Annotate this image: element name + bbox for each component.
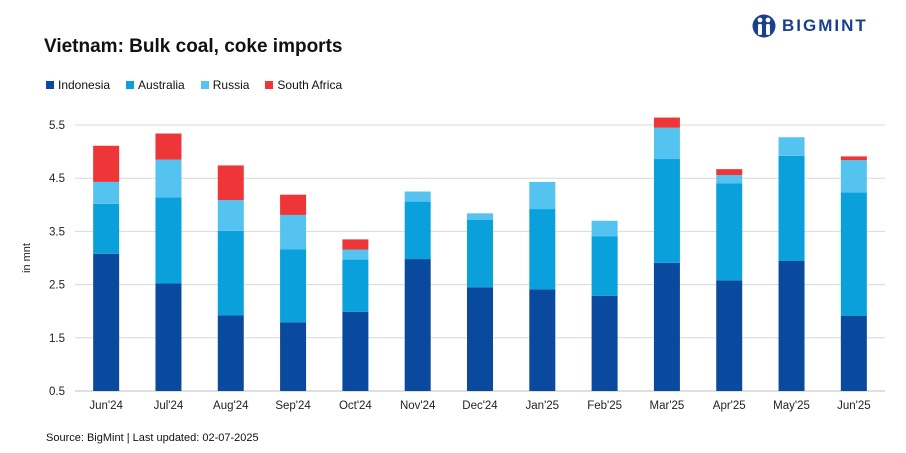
bar-segment-australia (591, 236, 618, 296)
bar-segment-indonesia (93, 253, 120, 391)
x-tick-label: Mar'25 (650, 400, 685, 412)
x-tick-label: Sep'24 (275, 400, 311, 412)
bar-segment-indonesia (716, 280, 743, 391)
chart-legend: Indonesia Australia Russia South Africa (46, 78, 342, 92)
chart-title: Vietnam: Bulk coal, coke imports (44, 36, 343, 57)
bar-segment-australia (529, 209, 556, 290)
bar-segment-australia (155, 197, 182, 284)
bar-segment-russia (840, 160, 867, 193)
bar-segment-indonesia (342, 311, 369, 391)
legend-label-indonesia: Indonesia (58, 78, 111, 92)
bar-segment-russia (280, 214, 307, 250)
bar-segment-russia (404, 191, 431, 202)
bar-segment-south-africa (280, 194, 307, 215)
x-tick-label: Oct'24 (339, 400, 372, 412)
y-axis-label: in mnt (21, 243, 33, 273)
y-tick-label: 3.5 (49, 226, 65, 238)
legend-label-russia: Russia (212, 78, 250, 92)
bar-segment-australia (404, 201, 431, 260)
bar-segment-australia (467, 219, 493, 288)
x-tick-label: Dec'24 (462, 400, 498, 412)
bar-segment-south-africa (653, 117, 680, 128)
brand-name: BIGMINT (782, 16, 868, 35)
bar-segment-indonesia (529, 289, 556, 391)
bar-segment-indonesia (217, 315, 244, 391)
bar-segment-russia (716, 175, 743, 184)
y-tick-label: 5.5 (49, 120, 65, 132)
legend-swatch-australia (126, 81, 135, 89)
bar-segment-australia (217, 230, 244, 316)
bar-segment-australia (778, 155, 805, 261)
brand-logo: BIGMINT (752, 12, 868, 40)
legend-label-south-africa: South Africa (277, 78, 343, 92)
bar-segment-south-africa (716, 169, 743, 176)
bar-segment-australia (93, 203, 120, 254)
bar-segment-russia (155, 159, 182, 198)
y-tick-label: 4.5 (49, 173, 65, 185)
legend-swatch-south-africa (265, 81, 274, 89)
bar-segment-australia (653, 159, 680, 263)
legend-item-indonesia: Indonesia (46, 78, 110, 92)
bar-segment-south-africa (217, 165, 244, 201)
x-tick-label: Jan'25 (526, 400, 560, 412)
bar-segment-indonesia (467, 287, 493, 391)
bar-segment-russia (467, 213, 493, 220)
bar-segment-indonesia (653, 262, 680, 391)
x-tick-label: Jun'25 (837, 400, 871, 412)
bar-segment-south-africa (342, 239, 369, 250)
x-tick-label: Feb'25 (587, 400, 622, 412)
bar-segment-indonesia (840, 315, 867, 391)
bar-segment-indonesia (778, 260, 805, 391)
x-tick-label: Apr'25 (713, 400, 746, 412)
bar-segment-russia (93, 181, 120, 204)
y-tick-label: 0.5 (49, 386, 65, 398)
legend-swatch-russia (200, 81, 209, 89)
source-note: Source: BigMint | Last updated: 02-07-20… (46, 432, 259, 444)
x-tick-label: Jul'24 (154, 400, 184, 412)
x-tick-label: Nov'24 (400, 400, 436, 412)
bar-segment-australia (280, 249, 307, 323)
legend-item-australia: Australia (126, 78, 185, 92)
x-tick-label: Aug'24 (213, 400, 249, 412)
bar-segment-south-africa (840, 156, 867, 161)
bar-segment-australia (840, 192, 867, 316)
legend-item-south-africa: South Africa (265, 78, 342, 92)
bar-segment-australia (342, 259, 369, 312)
bar-segment-south-africa (155, 133, 182, 160)
legend-label-australia: Australia (138, 78, 185, 92)
y-tick-label: 1.5 (49, 333, 65, 345)
bar-segment-indonesia (404, 259, 431, 391)
bar-segment-indonesia (155, 283, 182, 391)
bar-segment-south-africa (93, 145, 120, 182)
x-tick-label: May'25 (773, 400, 810, 412)
bar-segment-indonesia (280, 322, 307, 391)
legend-swatch-indonesia (46, 81, 54, 89)
bar-segment-indonesia (591, 295, 618, 391)
bar-segment-australia (716, 183, 743, 281)
bar-segment-russia (653, 127, 680, 160)
x-tick-label: Jun'24 (89, 400, 123, 412)
bar-segment-russia (778, 137, 805, 156)
bar-segment-russia (342, 249, 369, 260)
bar-segment-russia (591, 220, 618, 237)
bar-segment-russia (217, 200, 244, 231)
y-tick-label: 2.5 (49, 280, 65, 292)
bar-segment-russia (529, 181, 556, 210)
bigmint-logo-icon (752, 14, 776, 38)
legend-item-russia: Russia (200, 78, 250, 92)
